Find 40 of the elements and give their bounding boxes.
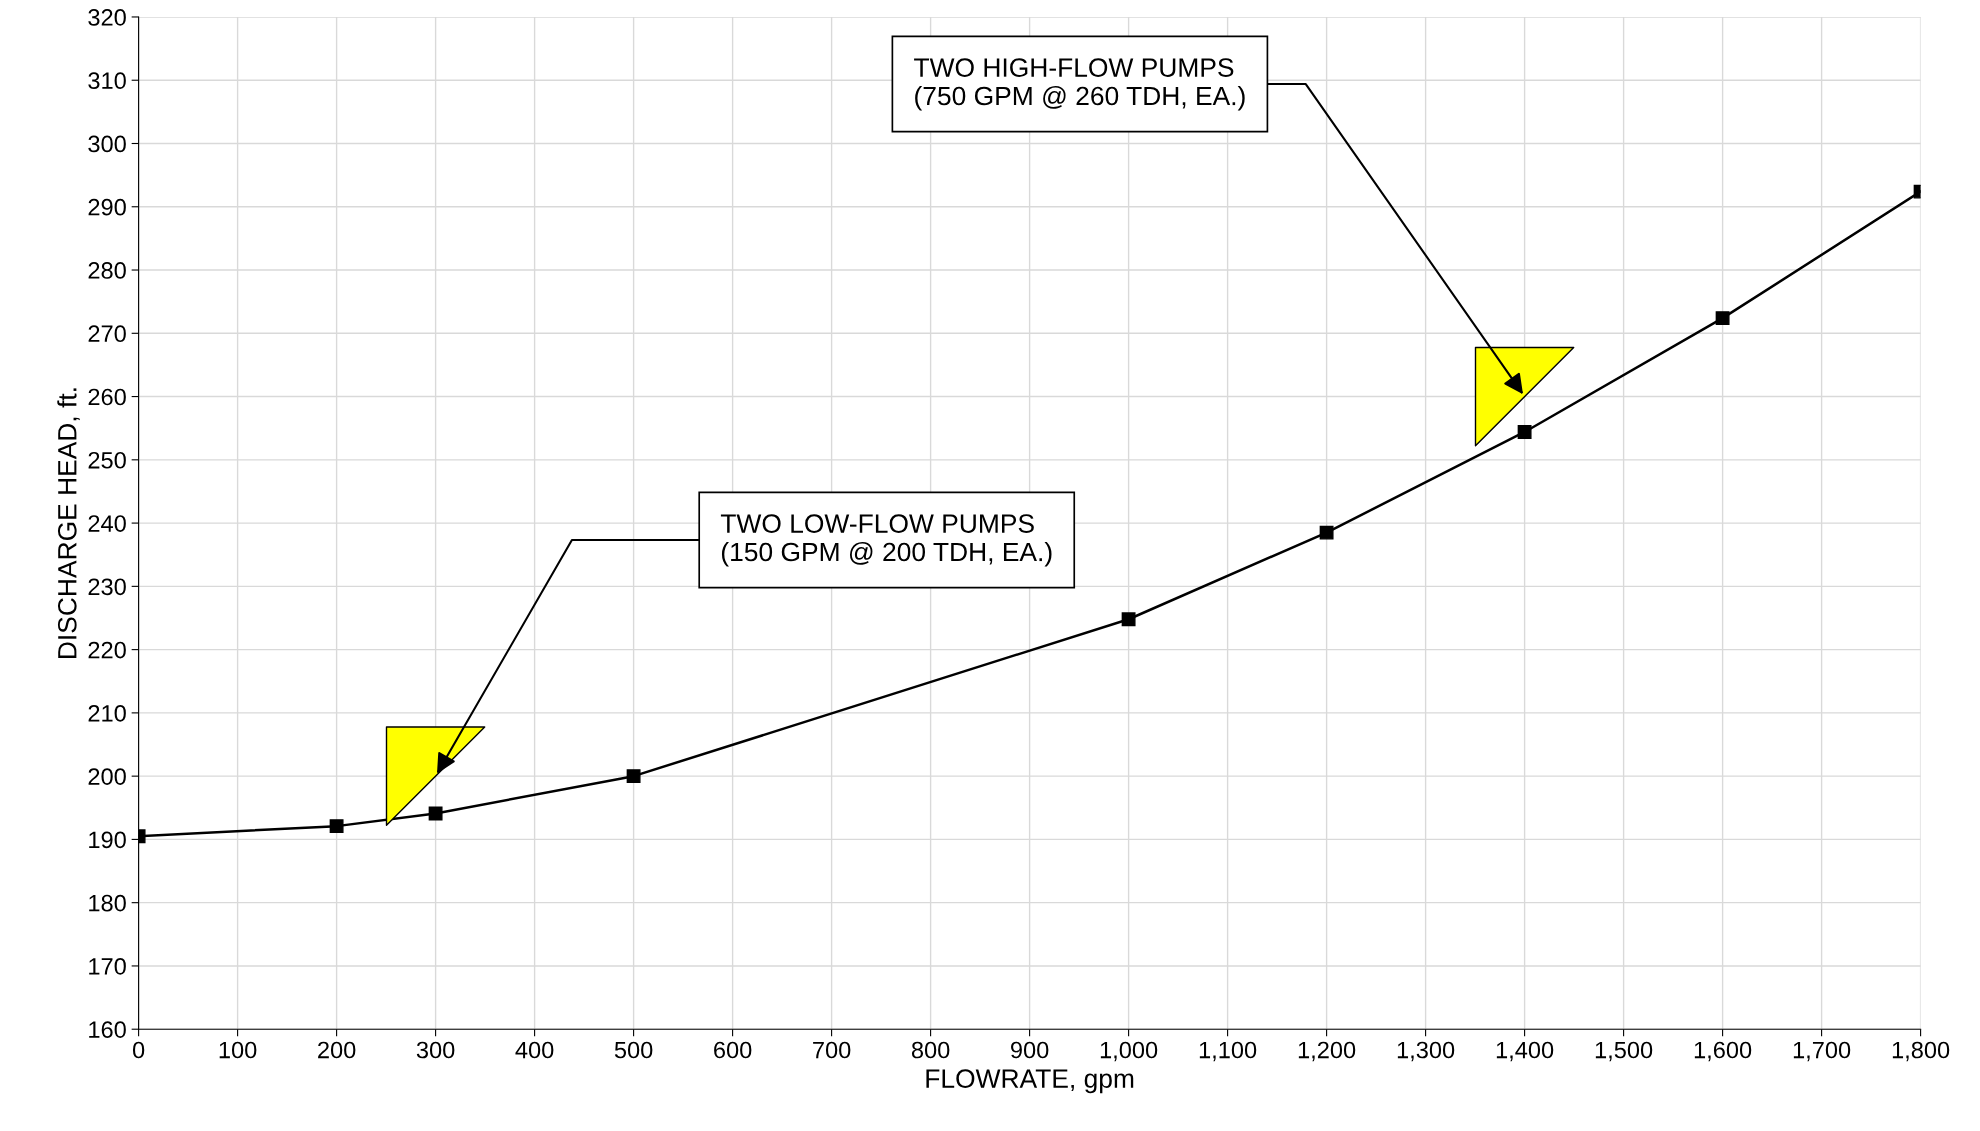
y-tick-label: 190 bbox=[89, 831, 126, 849]
x-tick-label: 700 bbox=[813, 1041, 851, 1059]
x-tick-label: 1,800 bbox=[1892, 1041, 1950, 1062]
x-tick-label: 1,300 bbox=[1397, 1041, 1455, 1062]
y-tick-label: 210 bbox=[88, 704, 126, 722]
x-tick-label: 1,700 bbox=[1793, 1041, 1851, 1062]
x-tick-label: 1,600 bbox=[1694, 1041, 1752, 1062]
x-tick-label: 100 bbox=[219, 1041, 257, 1059]
annotation: TWO HIGH-FLOW PUMPS (750 GPM @ 260 TDH, EA.) bbox=[914, 58, 1245, 111]
y-tick-label: 250 bbox=[88, 451, 126, 469]
y-tick-label: 280 bbox=[88, 262, 126, 279]
y-tick-label: 260 bbox=[88, 388, 126, 406]
y-tick-label: 180 bbox=[89, 894, 126, 912]
y-tick-label: 270 bbox=[88, 325, 126, 343]
y-tick-label: 200 bbox=[88, 768, 126, 785]
x-tick-label: 800 bbox=[911, 1041, 950, 1059]
x-tick-label: 400 bbox=[515, 1041, 554, 1059]
annotation: TWO LOW-FLOW PUMPS (150 GPM @ 200 TDH, EA.) bbox=[720, 514, 1052, 567]
x-tick-label: 1,200 bbox=[1298, 1041, 1356, 1062]
y-tick-label: 230 bbox=[88, 578, 126, 596]
x-tick-label: 1,100 bbox=[1199, 1041, 1257, 1062]
x-tick-label: 500 bbox=[614, 1041, 653, 1059]
y-tick-label: 320 bbox=[88, 9, 126, 26]
x-tick-label: 900 bbox=[1011, 1041, 1049, 1059]
y-tick-label: 300 bbox=[88, 135, 126, 153]
y-tick-label: 240 bbox=[88, 515, 126, 532]
y-tick-label: 160 bbox=[89, 1021, 126, 1038]
y-tick-label: 220 bbox=[88, 641, 126, 659]
x-tick-label: 1,500 bbox=[1595, 1041, 1653, 1062]
x-tick-label: 0 bbox=[132, 1041, 145, 1059]
x-tick-label: 600 bbox=[714, 1041, 752, 1059]
x-tick-label: 300 bbox=[416, 1041, 455, 1059]
y-tick-label: 290 bbox=[88, 198, 126, 216]
x-tick-label: 1,000 bbox=[1100, 1041, 1158, 1062]
y-tick-label: 170 bbox=[89, 958, 126, 975]
x-tick-label: 1,400 bbox=[1496, 1041, 1554, 1062]
x-tick-label: 200 bbox=[318, 1041, 356, 1059]
y-axis-title: DISCHARGE HEAD, ft. bbox=[57, 388, 80, 659]
y-tick-label: 310 bbox=[88, 72, 126, 90]
x-axis-title: FLOWRATE, gpm bbox=[926, 1069, 1134, 1094]
